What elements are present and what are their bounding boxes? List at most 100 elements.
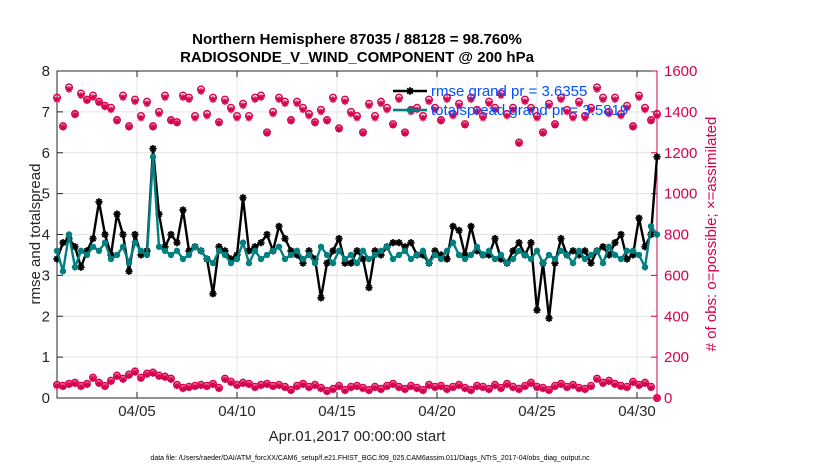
obs-point [131,369,139,376]
data-point [551,255,559,263]
obs-point [245,114,253,122]
obs-point [131,98,139,106]
data-point [425,259,433,267]
obs-point [605,378,613,386]
x-tick-label: 04/20 [418,403,456,420]
obs-point [587,383,595,391]
data-point [119,243,127,250]
obs-point [185,384,193,392]
data-point [281,234,289,243]
data-point [263,230,271,239]
data-point [197,247,205,255]
obs-point [443,96,451,104]
obs-point [389,121,397,129]
obs-point [641,380,649,388]
obs-point [215,385,223,393]
obs-point [599,96,607,104]
data-point [515,239,523,247]
obs-point [119,376,127,384]
obs-point [437,383,445,391]
series-assimilated [53,369,661,402]
obs-point [635,94,643,101]
obs-point [71,380,79,388]
obs-point [527,380,535,388]
data-point [71,264,79,271]
data-point [101,230,109,239]
obs-point [467,96,475,104]
obs-point [443,386,451,394]
data-point [515,247,523,255]
obs-point [227,106,235,114]
obs-point [515,140,523,147]
legend-label: rmse grand pr = 3.6355 [431,83,587,100]
data-point [299,255,307,263]
data-point [395,251,403,259]
y-tick-label-right: 400 [664,308,689,325]
data-point [431,251,439,259]
obs-point [401,129,409,137]
data-point [359,247,367,255]
obs-point [239,102,247,110]
obs-point [563,108,571,116]
data-point [179,255,187,263]
data-point [65,231,73,238]
data-point [401,247,409,255]
data-point [59,239,67,247]
data-point [539,259,547,267]
footnote: data file: /Users/raeder/DAI/ATM_forcXX/… [150,455,590,462]
data-point [587,259,595,267]
obs-point [101,103,109,111]
obs-point [587,106,595,114]
obs-point [413,385,421,393]
obs-point [281,384,289,392]
data-point [329,247,337,255]
obs-point [197,88,205,95]
data-point [347,251,355,259]
x-tick-label: 04/25 [518,403,556,420]
x-tick-label: 04/30 [618,403,656,420]
data-point [455,226,463,235]
data-point [377,247,385,255]
obs-point [335,125,343,133]
obs-point [461,385,469,393]
chart-title-line1: Northern Hemisphere 87035 / 88128 = 98.7… [192,31,522,48]
obs-point [347,384,355,392]
data-point [653,153,661,161]
obs-point [77,92,85,99]
obs-point [137,375,145,382]
data-point [629,247,637,255]
data-point [527,239,535,247]
obs-point [509,106,517,114]
data-point [467,251,475,259]
data-point [215,247,223,255]
obs-point [605,110,613,118]
obs-point [395,384,403,392]
obs-point [545,102,553,110]
obs-point [257,382,265,390]
obs-point [209,381,217,389]
data-point [275,222,283,230]
data-point [281,255,289,263]
data-point [203,255,211,263]
obs-point [155,110,163,118]
data-point [461,255,469,263]
obs-point [83,97,91,105]
obs-point [479,384,487,392]
data-point [611,251,619,259]
data-point [317,294,325,302]
data-point [395,239,403,247]
data-point [485,247,493,255]
obs-point [437,117,445,125]
obs-point [449,112,457,120]
obs-point [521,98,529,106]
data-point [167,230,175,239]
data-point [599,259,607,267]
series-rmse [53,145,661,322]
obs-point [449,384,457,392]
obs-point [527,106,535,114]
y-tick-label-right: 0 [664,390,672,407]
data-point [83,251,91,259]
obs-point [473,108,481,116]
data-point [563,251,571,259]
data-point [437,255,445,263]
